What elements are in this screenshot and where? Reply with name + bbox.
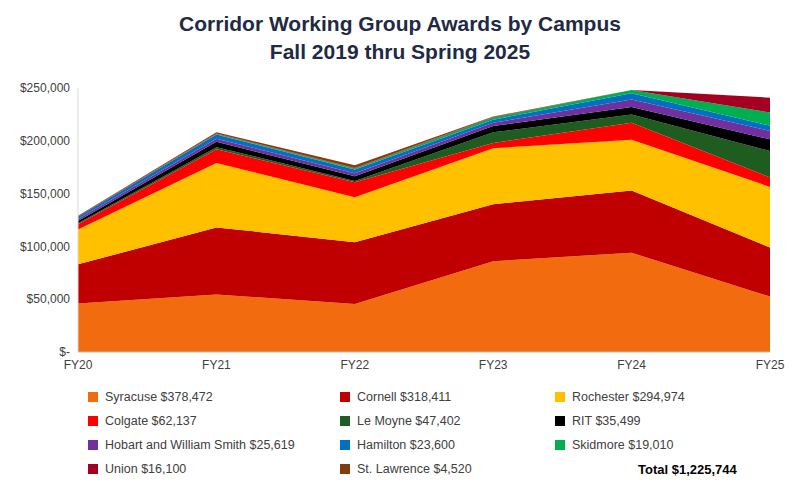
html-text:Hamilton $23,600: Hamilton $23,600 xyxy=(357,438,455,452)
html-text:Hobart and William Smith $25,6: Hobart and William Smith $25,619 xyxy=(105,438,295,452)
svg-text:FY21: FY21 xyxy=(202,358,231,372)
html-text:Syracuse $378,472: Syracuse $378,472 xyxy=(105,390,213,404)
svg-text:$-: $- xyxy=(59,345,70,359)
html-text:Union $16,100: Union $16,100 xyxy=(105,462,187,476)
svg-text:FY20: FY20 xyxy=(64,358,93,372)
html-text:Le Moyne $47,402: Le Moyne $47,402 xyxy=(357,414,461,428)
svg-text:$200,000: $200,000 xyxy=(20,134,70,148)
svg-text:FY24: FY24 xyxy=(617,358,646,372)
svg-text:$250,000: $250,000 xyxy=(20,81,70,95)
html-text:Rochester $294,974: Rochester $294,974 xyxy=(572,390,685,404)
html-text:Fall 2019 thru Spring 2025: Fall 2019 thru Spring 2025 xyxy=(269,40,531,63)
html-text:Skidmore $19,010: Skidmore $19,010 xyxy=(572,438,674,452)
html-text:Cornell $318,411: Cornell $318,411 xyxy=(357,390,452,404)
html-text:Colgate $62,137: Colgate $62,137 xyxy=(105,414,197,428)
svg-text:$100,000: $100,000 xyxy=(20,240,70,254)
html-text:Corridor Working Group Awards: Corridor Working Group Awards by Campus xyxy=(179,12,621,35)
svg-text:FY25: FY25 xyxy=(756,358,785,372)
html-text:St. Lawrence $4,520: St. Lawrence $4,520 xyxy=(357,462,472,476)
svg-text:FY22: FY22 xyxy=(340,358,369,372)
svg-text:$50,000: $50,000 xyxy=(27,292,71,306)
html-text:RIT $35,499: RIT $35,499 xyxy=(572,414,641,428)
svg-text:FY23: FY23 xyxy=(479,358,508,372)
html-text:Total $1,225,744: Total $1,225,744 xyxy=(638,462,737,477)
svg-text:$150,000: $150,000 xyxy=(20,187,70,201)
